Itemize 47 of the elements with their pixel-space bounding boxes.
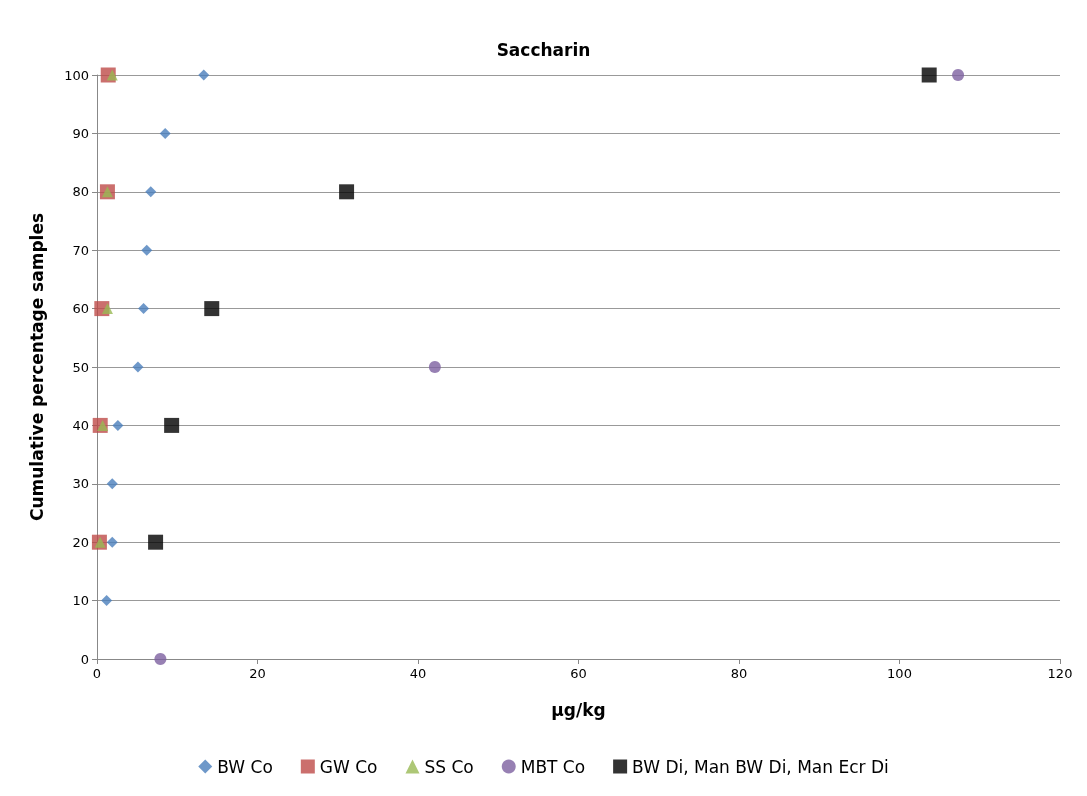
point [106,536,118,548]
point [921,67,937,83]
point [204,301,220,317]
x-tick-label: 80 [730,666,748,681]
y-tick-label: 70 [72,242,89,258]
y-tick-label: 80 [72,184,89,200]
x-tick-label: 60 [570,666,587,681]
x-axis-title: µg/kg [551,699,606,720]
x-tick-label: 20 [249,666,266,681]
point [97,419,109,431]
y-tick-label: 100 [64,67,89,83]
x-tick-label: 40 [409,666,427,681]
y-tick-label: 60 [72,301,89,317]
point [106,478,118,490]
legend-label: GW Co [319,756,378,777]
y-tick-label: 10 [72,593,89,609]
y-tick-label: 40 [72,417,89,433]
point [101,303,113,315]
y-tick-label: 20 [72,534,89,550]
point [154,653,167,665]
x-tick-label: 100 [887,666,912,681]
point [101,595,113,607]
point [339,184,355,200]
point [141,244,153,256]
point [148,534,164,550]
legend-label: BW Co [217,756,273,777]
point [138,303,150,315]
point [106,69,118,81]
x-tick-label: 0 [92,666,102,681]
legend-label: BW Di, Man BW Di, Man Ecr Di [632,756,889,777]
legend-label: SS Co [424,756,474,777]
y-tick-label: 90 [72,125,89,141]
x-tick-label: 120 [1047,666,1073,681]
point [159,127,171,139]
y-tick-label: 50 [72,359,89,375]
point [112,419,124,431]
point [132,361,144,373]
chart-title: Saccharin [496,39,591,60]
y-axis-title: Cumulative percentage samples [26,212,47,522]
point [198,69,210,81]
y-tick-label: 30 [72,476,89,492]
point [164,417,180,433]
point [428,361,441,373]
point [145,186,157,198]
point [952,69,965,81]
y-tick-label: 0 [80,651,89,667]
legend-label: MBT Co [520,756,586,777]
